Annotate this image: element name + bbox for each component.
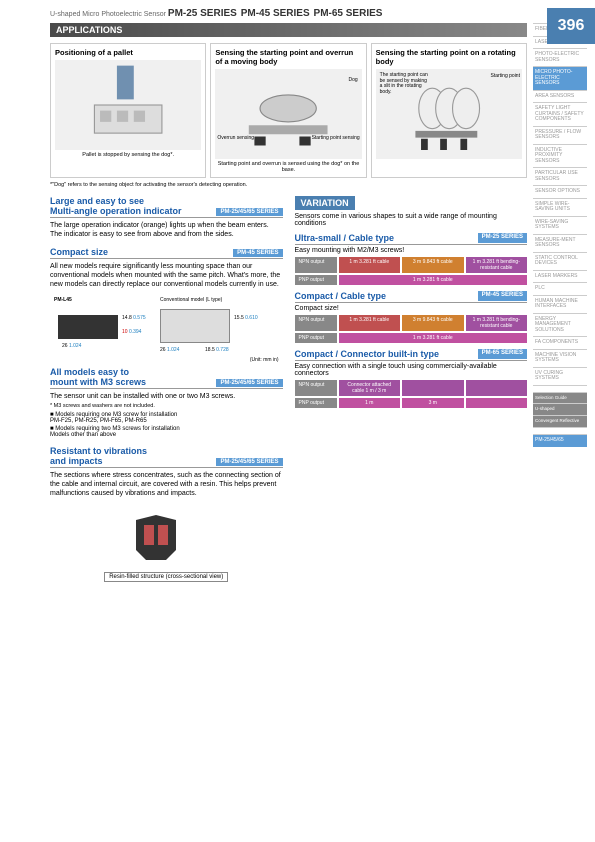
sidebar-item[interactable]: INDUCTIVE PROXIMITY SENSORS	[533, 144, 587, 168]
applications-row: Positioning of a pallet Pallet is stoppe…	[50, 43, 527, 178]
output-label: NPN output	[295, 380, 337, 396]
main-content: APPLICATIONS Positioning of a pallet Pal…	[50, 23, 533, 586]
sidebar-item[interactable]: AREA SENSORS	[533, 90, 587, 103]
variation-intro: Sensors come in various shapes to suit a…	[295, 213, 528, 227]
series-tag: PM-25/45/65 SERIES	[216, 379, 282, 387]
sidebar-item[interactable]: MICRO PHOTO-ELECTRIC SENSORS	[533, 66, 587, 90]
category-sidebar: FIBER SENSORSLASER SENSORSPHOTO-ELECTRIC…	[533, 23, 587, 586]
variation-desc: Easy connection with a single touch usin…	[295, 363, 528, 377]
application-box: Sensing the starting point and overrun o…	[210, 43, 366, 178]
output-cell: 1 m 3.281 ft bending-resistant cable	[466, 257, 528, 273]
output-cell: 3 m	[402, 398, 464, 408]
output-row: NPN output1 m 3.281 ft cable3 m 9.843 ft…	[295, 257, 528, 273]
feature-body: The large operation indicator (orange) l…	[50, 221, 283, 239]
series-tag: PM-45 SERIES	[233, 249, 282, 257]
page-number-badge: 396	[547, 8, 595, 44]
sidebar-item[interactable]: MACHINE VISION SYSTEMS	[533, 349, 587, 367]
output-label: PNP output	[295, 333, 337, 343]
resin-illustration: Resin-filled structure (cross-sectional …	[50, 506, 283, 586]
feature-title: Compact size PM-45 SERIES	[50, 247, 283, 259]
output-cell: 1 m 3.281 ft cable	[339, 257, 401, 273]
output-cell	[466, 380, 528, 396]
sidebar-item[interactable]: SAFETY LIGHT CURTAINS / SAFETY COMPONENT…	[533, 102, 587, 126]
app-illustration: The starting point can be sensed by maki…	[376, 69, 522, 159]
output-cell: 1 m	[339, 398, 401, 408]
feature-body: All new models require significantly les…	[50, 262, 283, 289]
output-cell: 1 m 3.281 ft cable	[339, 315, 401, 331]
variation-group-title: Compact / Cable typePM-45 SERIES	[295, 291, 528, 303]
header-product-line: U-shaped Micro Photoelectric Sensor PM-2…	[50, 11, 382, 18]
output-cell	[466, 398, 528, 408]
sidebar-item[interactable]: MEASURE-MENT SENSORS	[533, 234, 587, 252]
series-tag: PM-25/45/65 SERIES	[216, 458, 282, 466]
feature-subnote: * M3 screws and washers are not included…	[50, 403, 283, 409]
sidebar-item[interactable]: SIMPLE WIRE-SAVING UNITS	[533, 198, 587, 216]
feature-bullets: ■ Models requiring one M3 screw for inst…	[50, 412, 283, 438]
output-label: PNP output	[295, 275, 337, 285]
variation-header: VARIATION	[295, 196, 355, 210]
output-cell	[402, 380, 464, 396]
app-title: Sensing the starting point on a rotating…	[376, 48, 522, 66]
variation-desc: Easy mounting with M2/M3 screws!	[295, 247, 528, 254]
feature-title: Large and easy to seeMulti-angle operati…	[50, 196, 283, 218]
sidebar-item[interactable]: STATIC CONTROL DEVICES	[533, 252, 587, 270]
sidebar-item[interactable]: Convergent Reflective	[533, 415, 587, 427]
sidebar-item[interactable]: U-shaped	[533, 403, 587, 415]
output-cell: Connector attached cable 1 m / 3 m	[339, 380, 401, 396]
output-row: PNP output1 m 3.281 ft cable	[295, 275, 528, 285]
series-tag: PM-25/45/65 SERIES	[216, 208, 282, 216]
output-cell: 1 m 3.281 ft bending-resistant cable	[466, 315, 528, 331]
variation-group-title: Ultra-small / Cable typePM-25 SERIES	[295, 233, 528, 245]
variation-desc: Compact size!	[295, 305, 528, 312]
app-title: Sensing the starting point and overrun o…	[215, 48, 361, 66]
sidebar-item[interactable]: PHOTO-ELECTRIC SENSORS	[533, 48, 587, 66]
output-cell: 3 m 9.843 ft cable	[402, 257, 464, 273]
sidebar-item[interactable]: LASER MARKERS	[533, 270, 587, 283]
app-title: Positioning of a pallet	[55, 48, 201, 57]
sidebar-item[interactable]	[533, 385, 587, 392]
output-cell: 3 m 9.843 ft cable	[402, 315, 464, 331]
sidebar-item[interactable]: Selection Guide	[533, 392, 587, 404]
output-row: PNP output1 m 3.281 ft cable	[295, 333, 528, 343]
feature-body: The sections where stress concentrates, …	[50, 471, 283, 498]
sidebar-item[interactable]: ENERGY MANAGEMENT SOLUTIONS	[533, 313, 587, 337]
output-cell: 1 m 3.281 ft cable	[339, 275, 528, 285]
output-row: NPN output1 m 3.281 ft cable3 m 9.843 ft…	[295, 315, 528, 331]
page-header: U-shaped Micro Photoelectric Sensor PM-2…	[0, 0, 595, 23]
app-illustration: Dog Overrun sensing Starting point sensi…	[215, 69, 361, 159]
application-box: Positioning of a pallet Pallet is stoppe…	[50, 43, 206, 178]
dimension-diagram: PM-L45 Conventional model (L type) 14.8 …	[50, 297, 283, 367]
sidebar-item[interactable]: WIRE-SAVING SYSTEMS	[533, 216, 587, 234]
output-cell: 1 m 3.281 ft cable	[339, 333, 528, 343]
variation-group-title: Compact / Connector built-in typePM-65 S…	[295, 349, 528, 361]
variation-column: VARIATION Sensors come in various shapes…	[295, 196, 528, 586]
feature-body: The sensor unit can be installed with on…	[50, 392, 283, 401]
feature-title: All models easy tomount with M3 screws P…	[50, 367, 283, 389]
output-row: NPN outputConnector attached cable 1 m /…	[295, 380, 528, 396]
app-illustration	[55, 60, 201, 150]
output-label: PNP output	[295, 398, 337, 408]
application-box: Sensing the starting point on a rotating…	[371, 43, 527, 178]
dog-footnote: *"Dog" refers to the sensing object for …	[50, 182, 527, 188]
feature-title: Resistant to vibrationsand impacts PM-25…	[50, 446, 283, 468]
resin-caption: Resin-filled structure (cross-sectional …	[104, 572, 228, 582]
sidebar-item[interactable]: PLC	[533, 282, 587, 295]
app-caption: Pallet is stopped by sensing the dog*.	[55, 152, 201, 158]
sidebar-item[interactable]: SENSOR OPTIONS	[533, 185, 587, 198]
sidebar-item[interactable]: PM-25/45/65	[533, 434, 587, 447]
output-label: NPN output	[295, 315, 337, 331]
output-row: PNP output1 m3 m	[295, 398, 528, 408]
sidebar-item[interactable]: UV CURING SYSTEMS	[533, 367, 587, 385]
output-label: NPN output	[295, 257, 337, 273]
features-column: Large and easy to seeMulti-angle operati…	[50, 196, 283, 586]
sidebar-item[interactable]: PRESSURE / FLOW SENSORS	[533, 126, 587, 144]
app-caption: Starting point and overrun is sensed usi…	[215, 161, 361, 173]
applications-header: APPLICATIONS	[50, 23, 527, 37]
sidebar-item[interactable]: HUMAN MACHINE INTERFACES	[533, 295, 587, 313]
sidebar-item[interactable]	[533, 427, 587, 434]
sidebar-item[interactable]: PARTICULAR USE SENSORS	[533, 167, 587, 185]
sidebar-item[interactable]: FA COMPONENTS	[533, 336, 587, 349]
